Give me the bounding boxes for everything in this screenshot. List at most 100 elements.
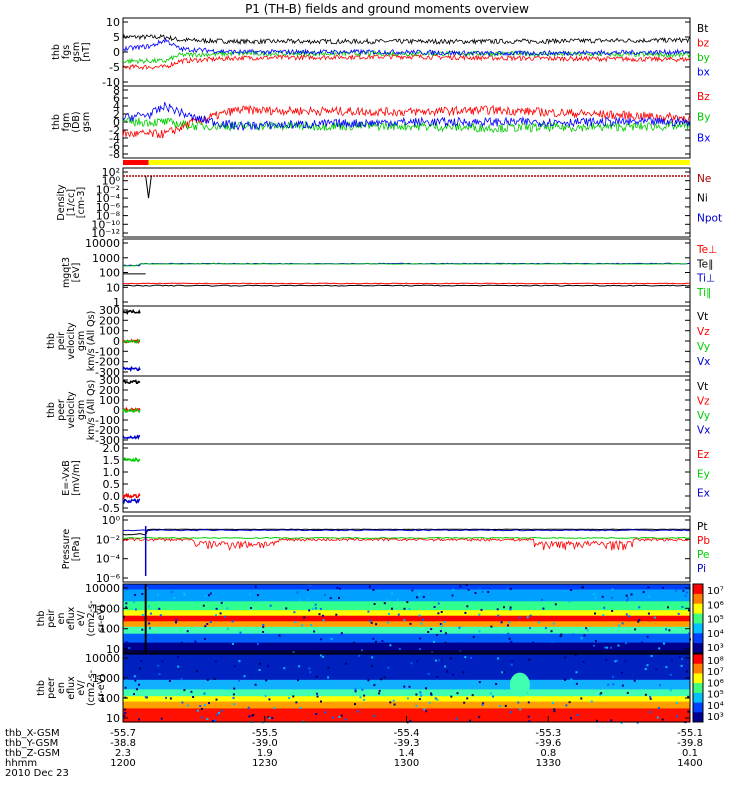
spec-speckle	[626, 691, 629, 694]
spec-speckle	[427, 631, 430, 633]
spec-speckle	[158, 607, 161, 610]
spec-speckle	[501, 671, 504, 674]
spec-speckle	[583, 634, 586, 637]
spec-speckle	[599, 693, 602, 696]
spec-speckle	[593, 644, 595, 647]
panel-frame	[122, 583, 691, 654]
spec-speckle	[436, 675, 439, 678]
spec-speckle	[183, 592, 186, 595]
spec-speckle	[177, 656, 179, 658]
legend-entry: Ey	[697, 468, 710, 480]
series-short-burst	[122, 498, 141, 505]
spec-speckle	[220, 601, 223, 604]
figure-title: P1 (TH-B) fields and ground moments over…	[245, 2, 529, 16]
spec-speckle	[580, 637, 583, 640]
spec-speckle	[208, 702, 210, 705]
spec-speckle	[497, 614, 500, 617]
y-tick-label: 0	[113, 46, 120, 59]
footer-value: -55.4	[394, 728, 420, 739]
spec-speckle	[226, 607, 229, 610]
spec-speckle	[375, 640, 377, 643]
y-axis-label: peer	[46, 677, 57, 699]
footer-value: 1200	[110, 758, 135, 769]
colorbar-segment	[693, 633, 703, 644]
spec-speckle	[283, 667, 286, 670]
colorbar-label: 10⁵	[707, 615, 724, 626]
series-short-burst	[122, 434, 141, 440]
y-tick-label: -300	[95, 366, 120, 379]
spec-speckle	[233, 687, 236, 690]
colorbar-frame	[692, 583, 704, 654]
spec-speckle	[383, 602, 386, 605]
spec-speckle	[637, 620, 640, 623]
spec-speckle	[371, 680, 374, 683]
spec-speckle	[444, 632, 447, 635]
spec-speckle	[503, 671, 506, 674]
spec-speckle	[206, 623, 209, 625]
panel-frame	[122, 515, 691, 583]
spec-speckle	[676, 649, 678, 652]
footer-value: -38.8	[110, 738, 136, 749]
spec-speckle	[262, 626, 265, 629]
y-axis-label: thb	[36, 611, 47, 627]
spec-speckle	[611, 588, 614, 591]
spec-speckle	[647, 612, 650, 615]
spec-blob	[509, 672, 530, 697]
spec-speckle	[231, 642, 234, 645]
y-tick-label: 200	[99, 314, 120, 327]
spec-speckle	[361, 688, 364, 691]
spec-speckle	[201, 716, 204, 719]
spec-speckle	[617, 644, 620, 647]
footer-value: 1400	[677, 758, 702, 769]
spec-speckle	[452, 588, 455, 591]
spec-speckle	[256, 642, 259, 645]
spec-speckle	[381, 640, 384, 642]
y-axis-label: [1/cc]	[66, 189, 77, 216]
y-tick-label: 10⁰	[102, 175, 121, 188]
spec-speckle	[183, 689, 186, 692]
spec-speckle	[418, 698, 421, 701]
spec-speckle	[544, 627, 547, 630]
spec-speckle	[624, 642, 627, 645]
spec-band	[123, 615, 690, 622]
footer-value: 1.9	[257, 748, 273, 759]
spec-speckle	[175, 621, 177, 624]
spec-speckle	[581, 585, 584, 588]
spec-speckle	[125, 677, 128, 680]
series-short-burst	[123, 339, 141, 344]
spec-speckle	[500, 621, 503, 624]
spec-speckle	[226, 627, 229, 630]
spec-speckle	[327, 676, 330, 679]
spec-speckle	[688, 632, 691, 635]
spec-speckle	[149, 627, 151, 630]
spec-speckle	[482, 702, 485, 705]
spec-speckle	[298, 681, 301, 684]
spec-speckle	[437, 602, 440, 605]
spec-speckle	[625, 594, 628, 597]
panel-frame	[122, 238, 691, 307]
y-tick-label: 10⁻⁶	[96, 572, 121, 585]
spec-speckle	[409, 622, 412, 625]
footer-value: 1230	[252, 758, 277, 769]
spec-speckle	[594, 612, 596, 615]
spec-speckle	[363, 694, 366, 697]
y-tick-label: -0.5	[99, 502, 120, 515]
spec-speckle	[433, 606, 436, 608]
spec-speckle	[582, 661, 585, 663]
spec-speckle	[338, 596, 340, 599]
spec-speckle	[238, 679, 241, 682]
y-tick-label: 1.5	[103, 454, 121, 467]
spec-speckle	[436, 634, 439, 636]
y-tick-label: 100	[99, 394, 120, 407]
spec-speckle	[478, 681, 481, 684]
spec-speckle	[496, 608, 499, 611]
legend-entry: Bz	[697, 91, 710, 103]
spec-speckle	[160, 717, 163, 720]
spec-speckle	[602, 614, 605, 617]
spec-speckle	[123, 615, 125, 618]
colorbar-segment	[693, 603, 703, 615]
spec-speckle	[128, 647, 131, 649]
spec-speckle	[517, 701, 520, 704]
spec-speckle	[586, 629, 589, 632]
